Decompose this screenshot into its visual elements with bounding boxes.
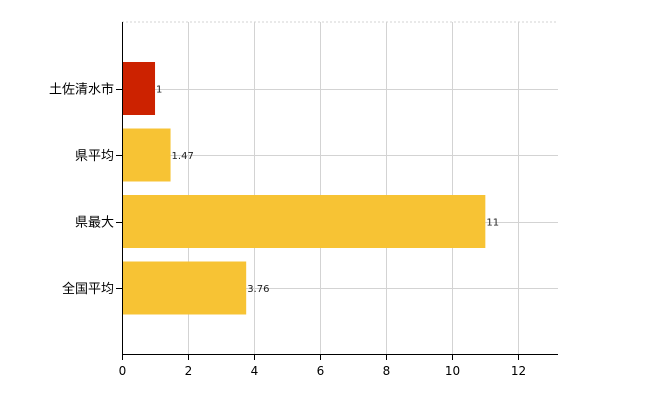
bar-value-label: 1.47 [172, 151, 194, 162]
bar-value-label: 3.76 [247, 284, 269, 295]
bar [122, 195, 486, 248]
x-tick-label: 0 [119, 364, 127, 378]
axes [116, 22, 558, 360]
x-tick-label: 12 [511, 364, 526, 378]
y-category-label: 県最大 [75, 216, 114, 231]
y-category-label: 土佐清水市 [49, 82, 114, 98]
x-tick-label: 8 [383, 364, 391, 378]
bars [122, 62, 486, 315]
bar [122, 128, 171, 182]
x-tick-label: 4 [251, 364, 259, 378]
bar-value-label: 11 [486, 218, 499, 229]
x-tick-label: 10 [445, 364, 460, 378]
bar-value-label: 1 [156, 85, 162, 96]
bar [122, 261, 247, 315]
y-category-label: 県平均 [75, 149, 114, 164]
y-category-label: 全国平均 [62, 281, 114, 297]
x-tick-label: 6 [317, 364, 325, 378]
bar [122, 62, 156, 115]
labels: 0 2 4 6 8 10 12 土佐清水市 1 県平均 1.47 県最大 11 全国平均 3.76 [49, 82, 526, 379]
x-tick-label: 2 [185, 364, 193, 378]
